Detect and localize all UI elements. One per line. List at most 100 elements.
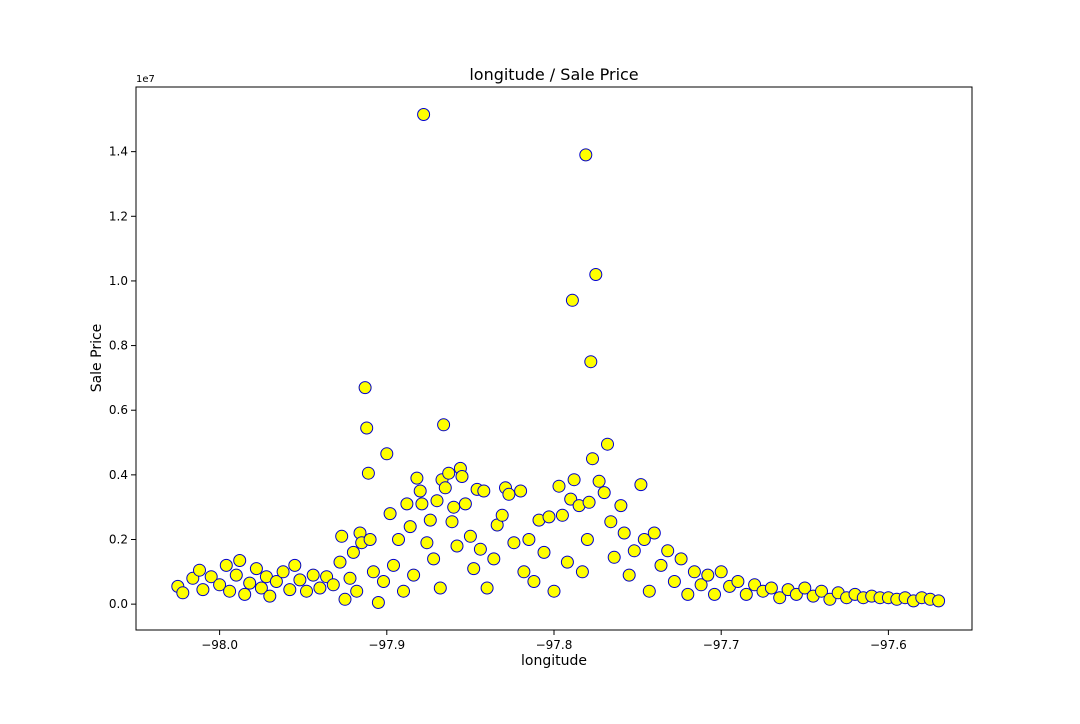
scatter-point [517,565,531,579]
scatter-point [193,563,206,577]
plot-frame [135,86,973,631]
scatter-point [392,533,405,546]
scatter-point [575,565,589,579]
scatter-point [701,568,715,582]
scatter-point [219,558,233,572]
scatter-point [542,510,556,524]
scatter-point [502,487,516,501]
scatter-point [243,576,257,590]
y-tick-label: 1.0 [109,274,128,288]
scatter-point [410,471,424,485]
y-tick-label: 1.4 [109,145,128,159]
scatter-point [423,513,437,527]
scatter-point [338,592,352,606]
scatter-point [377,575,390,588]
x-axis-label: longitude [521,653,587,669]
scatter-point [647,526,661,540]
scatter-point [627,544,641,558]
scatter-point [514,484,528,498]
scatter-point [407,568,421,582]
scatter-point [397,584,410,598]
scatter-point [176,586,190,600]
scatter-point [617,526,631,540]
scatter-point [350,584,364,598]
scatter-point [254,581,268,595]
scatter-point [450,539,464,553]
scatter-point [335,529,349,543]
scatter-point [739,587,753,601]
y-axis-label: Sale Price [89,324,105,393]
scatter-point [560,555,574,569]
scatter-point [427,552,441,566]
x-axis-ticks: −98.0 −97.9 −97.8 −97.7 −97.6 [201,630,907,652]
scatter-point [360,421,374,435]
scatter-point [764,581,778,595]
scatter-point [455,470,469,483]
y-tick-label: 0.6 [109,403,128,417]
y-tick-label: 0.4 [109,468,128,482]
scatter-point [714,565,728,579]
scatter-point [420,536,434,550]
scatter-point [487,552,501,566]
scatter-point [433,581,447,595]
scatter-point [413,484,427,498]
x-tick-label: −97.9 [368,638,405,652]
scatter-point [204,570,218,584]
x-tick-label: −97.6 [870,638,907,652]
scatter-point [430,494,444,508]
scatter-point [637,533,651,546]
y-tick-label: 0.2 [109,533,128,547]
scatter-point [269,575,283,588]
scatter-point [333,555,347,569]
scatter-point [415,497,429,511]
scatter-point [580,533,594,546]
data-points [171,108,946,609]
scatter-point [604,515,618,529]
scatter-point [584,355,598,369]
scatter-point [417,108,431,121]
scatter-point [473,542,487,556]
scatter-point [445,515,459,529]
scatter-point [238,587,252,601]
scatter-point [249,562,263,576]
scatter-point [283,583,297,597]
scatter-point [661,544,675,558]
scatter-point [213,578,227,592]
scatter-point [601,437,614,451]
scatter-point [597,486,611,500]
chart-title: longitude / Sale Price [469,65,638,84]
scatter-point [547,584,561,598]
scatter-point [622,568,636,582]
scatter-point [674,552,688,566]
scatter-point [507,536,521,550]
x-tick-label: −97.7 [703,638,740,652]
scatter-point [614,499,628,513]
scatter-point [642,584,656,598]
x-tick-label: −97.8 [536,638,573,652]
scatter-point [467,562,481,576]
scatter-point [567,473,581,487]
scatter-point [442,466,456,480]
scatter-point [552,479,566,493]
scatter-point [687,565,701,579]
scatter-point [358,381,372,395]
scatter-point [592,474,606,488]
scatter-point [288,558,302,572]
scatter-point [681,587,695,601]
scatter-point [477,484,491,498]
scatter-point [400,497,414,511]
scatter-point [586,452,599,466]
scatter-point [815,584,828,598]
scatter-point [313,581,327,595]
scatter-point [798,581,812,595]
scatter-point [589,268,603,281]
scatter-point [383,507,397,521]
scatter-point [463,529,477,543]
scatter-point [233,554,247,567]
scatter-point [527,575,541,588]
scatter-point [438,481,452,495]
scatter-point [667,575,681,588]
scatter-point [932,594,946,608]
